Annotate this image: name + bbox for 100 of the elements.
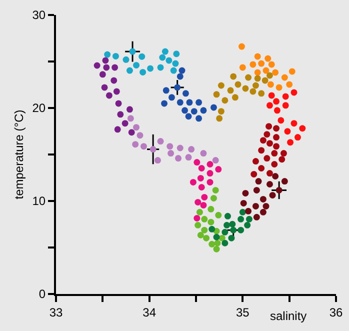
point [101, 84, 108, 91]
point [224, 212, 231, 220]
point [182, 90, 189, 97]
point [133, 124, 140, 131]
point [268, 92, 275, 99]
point [290, 120, 298, 127]
y-tick-label: 0 [38, 287, 46, 302]
point [269, 192, 276, 198]
x-tick-label: 33 [49, 305, 63, 320]
point [140, 143, 147, 150]
point [170, 67, 177, 74]
point [196, 99, 202, 106]
point [112, 52, 119, 60]
point [227, 87, 234, 94]
point [113, 88, 120, 95]
point [212, 186, 219, 194]
point [260, 137, 266, 144]
point [206, 178, 214, 186]
point [112, 64, 118, 71]
point [190, 108, 198, 115]
point [262, 202, 270, 210]
point [239, 64, 246, 71]
point [194, 214, 200, 222]
point [161, 100, 168, 107]
point [245, 74, 252, 81]
point [276, 84, 282, 91]
point [274, 107, 280, 114]
point [206, 161, 214, 168]
point [168, 94, 175, 101]
point [266, 181, 273, 188]
point [250, 88, 256, 95]
point [290, 89, 298, 96]
point [271, 150, 278, 157]
point [173, 50, 180, 58]
point [262, 77, 268, 84]
point [252, 202, 259, 210]
point [174, 84, 181, 91]
point [133, 62, 140, 68]
point [282, 102, 289, 109]
point [138, 53, 146, 60]
point [175, 155, 182, 162]
point [117, 111, 124, 118]
point [194, 159, 200, 166]
point [255, 178, 262, 185]
point [258, 165, 265, 172]
point [197, 232, 204, 238]
point [253, 186, 260, 194]
point [129, 48, 136, 55]
point [258, 60, 265, 67]
point [126, 67, 133, 74]
point [244, 222, 251, 228]
point [147, 65, 154, 72]
point [213, 91, 220, 98]
point [273, 98, 280, 105]
point [157, 138, 164, 145]
point [197, 174, 204, 182]
point [272, 69, 279, 76]
point [188, 146, 195, 153]
point [253, 214, 260, 220]
point [242, 85, 249, 92]
point [115, 100, 122, 107]
point [166, 143, 174, 150]
point [260, 208, 266, 216]
point [200, 107, 207, 114]
point [245, 208, 252, 214]
point [210, 104, 217, 111]
point [176, 73, 184, 80]
point [230, 73, 237, 80]
point [281, 74, 288, 81]
point [196, 208, 203, 216]
point [218, 82, 224, 89]
point [201, 194, 208, 200]
point [281, 178, 288, 185]
point [128, 129, 135, 136]
point [222, 240, 228, 246]
point [172, 60, 179, 67]
point [262, 67, 270, 74]
point [154, 157, 161, 164]
x-tick-label: 35 [236, 305, 250, 320]
point [176, 144, 184, 152]
point [157, 64, 164, 71]
point [239, 208, 246, 216]
point [271, 161, 278, 168]
point [264, 55, 272, 62]
point [162, 87, 170, 94]
point [252, 158, 259, 165]
point [260, 196, 266, 202]
point [246, 216, 252, 222]
point [222, 228, 228, 236]
point [126, 106, 133, 113]
point [240, 200, 247, 206]
point [232, 94, 238, 101]
point [190, 178, 196, 186]
point [208, 206, 214, 212]
point [150, 146, 156, 153]
point [176, 99, 184, 106]
point [273, 143, 280, 150]
point [224, 222, 230, 228]
point [201, 216, 208, 222]
point [234, 81, 242, 88]
